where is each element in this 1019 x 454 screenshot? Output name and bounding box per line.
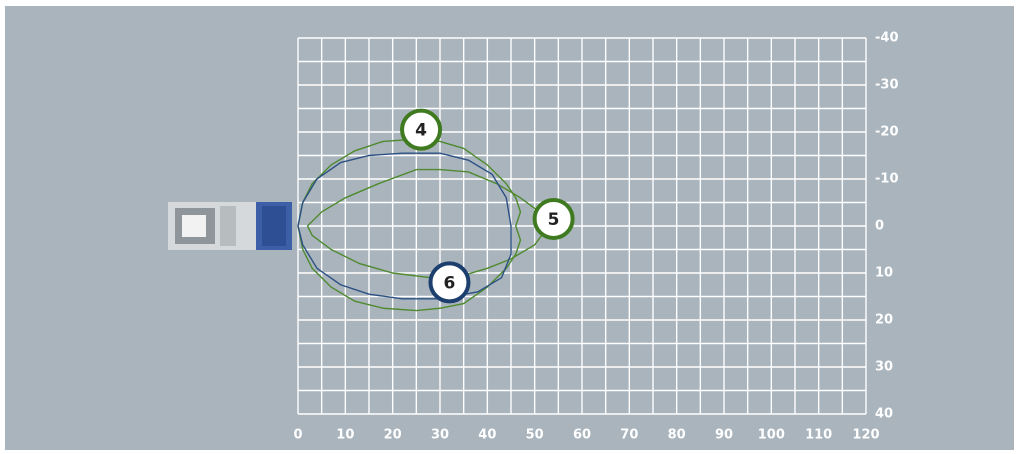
annotation-badge <box>532 197 575 240</box>
truck-hood <box>220 206 236 246</box>
x-tick-label: 90 <box>715 428 733 443</box>
annotation-label: 5 <box>548 210 560 230</box>
grid: 0 10 20 30 40 50 60 70 80 90 100 110 120-40-30-20-10… <box>293 31 898 443</box>
y-tick-label: -40 <box>875 31 899 46</box>
truck-grille <box>262 206 286 246</box>
x-tick-label: 80 <box>668 428 686 443</box>
annotations: 4 5 6 <box>400 108 575 304</box>
y-tick-label: 40 <box>875 407 893 422</box>
y-tick-label: -20 <box>875 125 899 140</box>
truck-roof <box>182 215 206 237</box>
x-tick-label: 40 <box>478 428 496 443</box>
x-tick-label: 100 <box>758 428 785 443</box>
x-tick-label: 10 <box>336 428 354 443</box>
truck <box>168 202 292 250</box>
annotation-badge <box>428 261 471 304</box>
y-tick-label: 20 <box>875 313 893 328</box>
x-tick-label: 120 <box>852 428 879 443</box>
y-tick-label: 0 <box>875 219 884 234</box>
x-tick-label: 0 <box>293 428 302 443</box>
light-pattern-line <box>297 152 512 300</box>
light-pattern-line <box>297 138 522 312</box>
annotation-label: 4 <box>415 121 427 141</box>
y-tick-label: -30 <box>875 78 899 93</box>
annotation-badge <box>400 108 443 151</box>
x-tick-label: 50 <box>526 428 544 443</box>
annotation-label: 6 <box>444 273 456 293</box>
x-tick-label: 70 <box>620 428 638 443</box>
x-tick-label: 20 <box>384 428 402 443</box>
y-tick-label: 30 <box>875 360 893 375</box>
x-tick-label: 110 <box>805 428 832 443</box>
x-tick-label: 30 <box>431 428 449 443</box>
y-tick-label: -10 <box>875 172 899 187</box>
panel <box>5 6 1014 450</box>
x-tick-label: 60 <box>573 428 591 443</box>
y-tick-label: 10 <box>875 266 893 281</box>
